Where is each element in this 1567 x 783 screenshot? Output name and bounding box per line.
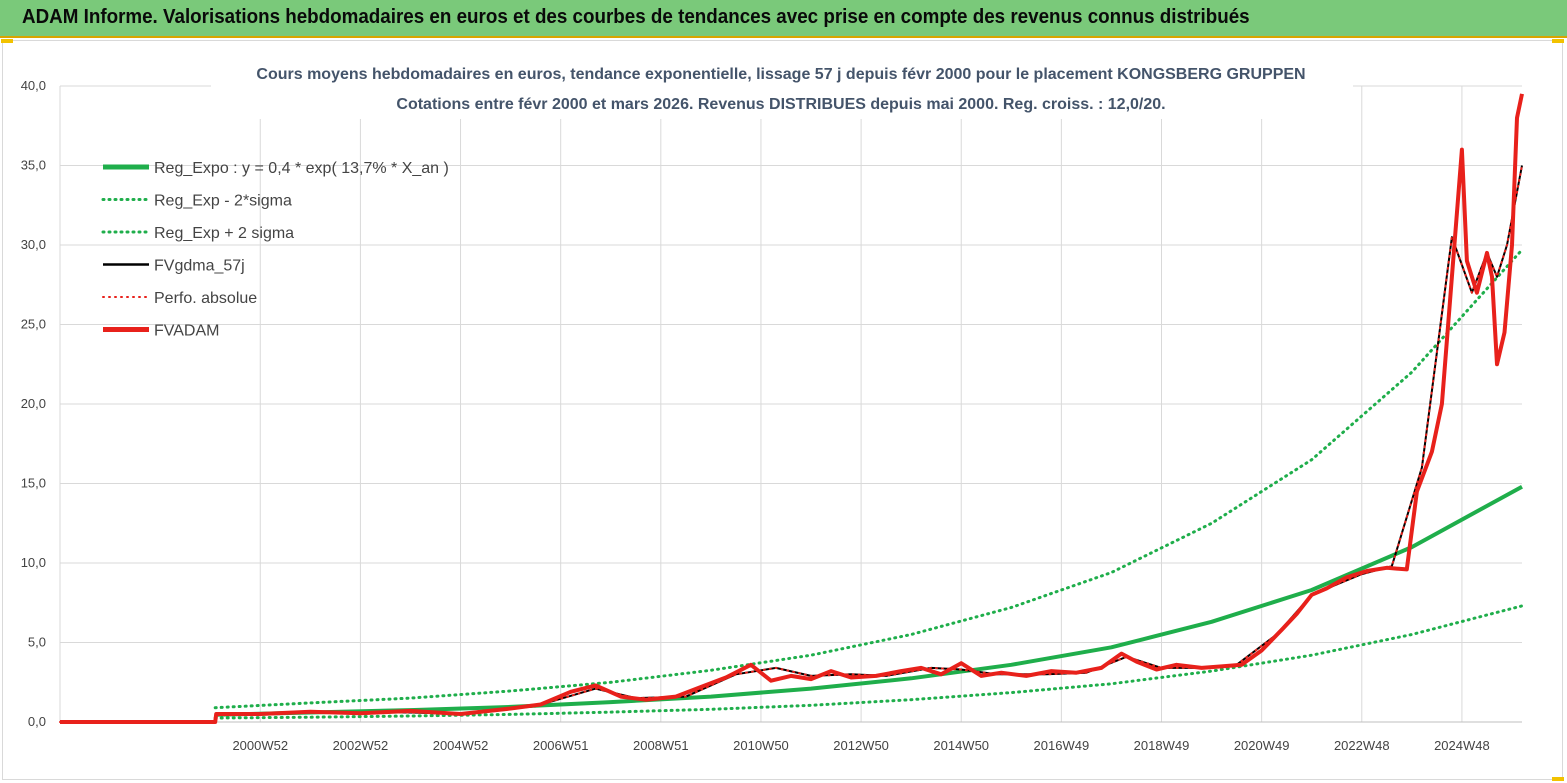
legend-label: FVgdma_57j [154, 258, 245, 275]
title-background [211, 59, 1353, 119]
y-tick-label: 35,0 [21, 158, 46, 173]
y-tick-label: 40,0 [21, 78, 46, 93]
legend-label: Reg_Exp + 2 sigma [154, 225, 294, 242]
x-tick-label: 2006W51 [533, 738, 589, 753]
chart-title-line1: Cours moyens hebdomadaires en euros, ten… [256, 66, 1305, 83]
x-tick-label: 2018W49 [1134, 738, 1190, 753]
y-tick-label: 5,0 [28, 635, 46, 650]
series-line-6 [60, 93, 1524, 724]
y-axis: 0,0 5,0 10,0 15,0 20,0 25,0 30,0 35,0 40,0 [21, 78, 46, 729]
x-tick-label: 2008W51 [633, 738, 689, 753]
x-tick-label: 2002W52 [333, 738, 389, 753]
x-tick-label: 2020W49 [1234, 738, 1290, 753]
x-tick-label: 2012W50 [833, 738, 889, 753]
x-tick-label: 2022W48 [1334, 738, 1390, 753]
y-tick-label: 10,0 [21, 555, 46, 570]
report-banner: ADAM Informe. Valorisations hebdomadaire… [0, 0, 1567, 38]
series-line-4 [215, 165, 1523, 715]
corner-marker-tl [1, 39, 13, 43]
x-tick-label: 2010W50 [733, 738, 789, 753]
x-tick-label: 2024W48 [1434, 738, 1490, 753]
legend-label: Reg_Exp - 2*sigma [154, 193, 292, 210]
x-axis: 2000W52 2002W52 2004W52 2006W51 2008W51 2010W… [232, 738, 1489, 753]
chart-title-line2: Cotations entre févr 2000 et mars 2026. … [396, 96, 1165, 113]
x-tick-label: 2000W52 [232, 738, 288, 753]
series-line-2 [213, 604, 1524, 720]
series-layer [59, 93, 1524, 724]
legend-label: FVADAM [154, 323, 219, 340]
x-tick-label: 2014W50 [933, 738, 989, 753]
chart-svg: 0,0 5,0 10,0 15,0 20,0 25,0 30,0 35,0 40,0 2000W… [21, 59, 1524, 753]
y-tick-label: 30,0 [21, 237, 46, 252]
x-tick-label: 2004W52 [433, 738, 489, 753]
legend-label: Reg_Expo : y = 0,4 * exp( 13,7% * X_an ) [154, 160, 449, 177]
report-title: ADAM Informe. Valorisations hebdomadaire… [22, 6, 1250, 28]
corner-marker-br [1552, 777, 1564, 781]
chart-frame: 0,0 5,0 10,0 15,0 20,0 25,0 30,0 35,0 40,0 2000W… [1, 39, 1564, 781]
x-tick-label: 2016W49 [1034, 738, 1090, 753]
legend: Reg_Expo : y = 0,4 * exp( 13,7% * X_an )… [101, 160, 449, 340]
y-tick-label: 15,0 [21, 476, 46, 491]
series-line-5 [59, 164, 1523, 723]
y-tick-label: 0,0 [28, 714, 46, 729]
series-line-1 [215, 484, 1523, 717]
series-line-3 [213, 248, 1524, 710]
y-tick-label: 25,0 [21, 317, 46, 332]
y-tick-label: 20,0 [21, 396, 46, 411]
corner-marker-tr [1552, 39, 1564, 43]
gridlines [59, 85, 1522, 723]
legend-label: Perfo. absolue [154, 290, 257, 307]
